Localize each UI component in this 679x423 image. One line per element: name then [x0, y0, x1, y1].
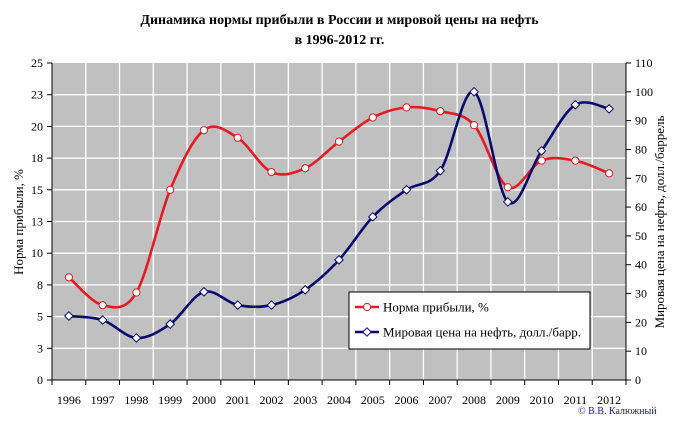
data-point-circle: [132, 288, 141, 297]
data-point-diamond: [131, 333, 142, 343]
data-point-circle: [503, 183, 512, 192]
y-tick-label-left: 5: [37, 310, 43, 324]
y-tick-label-right: 40: [635, 258, 647, 272]
y-tick-label-left: 0: [37, 373, 43, 387]
copyright-text: © В.В. Калюжный: [578, 406, 657, 417]
data-point-circle: [64, 273, 73, 282]
x-tick-label: 1996: [57, 393, 81, 407]
data-point-diamond: [63, 311, 74, 321]
x-tick-label: 1998: [124, 393, 148, 407]
y-tick-label-right: 20: [635, 315, 647, 329]
y-tick-label-left: 3: [37, 341, 43, 355]
data-point-circle: [334, 137, 344, 146]
y-tick-label-right: 50: [635, 229, 647, 243]
legend-item: Норма прибыли, %: [355, 300, 489, 315]
data-point-diamond: [604, 103, 615, 114]
series-oil-price: [63, 86, 615, 343]
data-point-diamond: [97, 315, 108, 325]
series-line: [68, 90, 610, 340]
data-point-circle: [233, 133, 242, 142]
y-tick-label-right: 10: [635, 344, 647, 358]
x-tick-label: 2011: [564, 393, 588, 407]
y-tick-label-left: 23: [31, 88, 43, 102]
axes: 0 3 5 8 10 13 15 18 20 23 25 0 10 20 30 40 50 60 70 80 90 100…: [31, 56, 653, 407]
data-point-circle: [166, 185, 175, 194]
y-tick-label-left: 15: [31, 183, 43, 197]
data-point-diamond: [435, 165, 446, 176]
data-point-circle: [402, 103, 411, 112]
x-tick-label: 2007: [428, 393, 452, 407]
data-series: [63, 86, 615, 343]
data-point-circle: [267, 167, 276, 177]
y-tick-label-right: 80: [635, 142, 647, 156]
data-point-diamond: [300, 284, 311, 295]
series-profit-rate: [64, 103, 614, 310]
data-point-circle: [199, 126, 209, 135]
y-tick-label-right: 70: [635, 171, 647, 185]
gridlines: [52, 63, 626, 380]
y-tick-label-left: 10: [31, 246, 43, 260]
legend: Норма прибыли, % Мировая цена на нефть, д…: [348, 291, 591, 350]
data-point-diamond: [536, 145, 547, 156]
legend-box: [348, 291, 591, 350]
data-point-diamond: [367, 211, 378, 222]
data-point-circle: [301, 164, 310, 173]
y-tick-label-left: 8: [37, 278, 43, 292]
data-point-circle: [469, 121, 479, 130]
y-tick-label-right: 60: [635, 200, 647, 214]
y-tick-label-right: 0: [635, 373, 641, 387]
data-point-diamond: [469, 86, 479, 97]
y-axis-title-right: Мировая цена на нефть, долл./баррель: [652, 115, 667, 328]
y-tick-label-left: 18: [31, 151, 43, 165]
x-tick-label: 2006: [395, 393, 419, 407]
legend-marker-circle: [362, 302, 372, 312]
legend-label: Норма прибыли, %: [383, 300, 489, 315]
data-point-circle: [436, 107, 445, 116]
y-tick-label-left: 20: [31, 119, 43, 133]
data-point-diamond: [266, 300, 277, 310]
chart-title-line-1: Динамика нормы прибыли в России и мирово…: [140, 13, 539, 28]
x-tick-label: 2004: [327, 393, 351, 407]
x-tick-label: 2012: [597, 393, 621, 407]
data-point-circle: [98, 301, 107, 310]
y-tick-label-left: 25: [31, 56, 43, 70]
chart-title-line-2: в 1996-2012 гг.: [294, 33, 385, 48]
data-point-diamond: [401, 184, 412, 195]
legend-item: Мировая цена на нефть, долл./барр.: [355, 325, 581, 340]
x-tick-label: 1999: [158, 393, 182, 407]
data-point-circle: [571, 156, 580, 165]
data-point-diamond: [570, 99, 581, 110]
y-tick-label-right: 30: [635, 287, 647, 301]
x-tick-label: 2008: [462, 393, 486, 407]
x-tick-label: 2009: [496, 393, 520, 407]
data-point-diamond: [199, 286, 209, 297]
data-point-circle: [368, 113, 377, 122]
x-tick-label: 2003: [293, 393, 317, 407]
x-tick-label: 2005: [361, 393, 385, 407]
legend-marker-diamond: [362, 327, 372, 337]
x-tick-label: 2002: [259, 393, 283, 407]
y-tick-label-right: 110: [635, 56, 653, 70]
y-tick-label-left: 13: [31, 215, 43, 229]
data-point-diamond: [165, 319, 176, 329]
x-tick-label: 2000: [192, 393, 216, 407]
data-point-diamond: [334, 254, 344, 265]
legend-label: Мировая цена на нефть, долл./барр.: [383, 325, 581, 340]
y-tick-label-right: 100: [635, 85, 653, 99]
x-tick-label: 1997: [91, 393, 115, 407]
data-point-diamond: [502, 196, 513, 207]
data-point-circle: [537, 156, 546, 165]
x-tick-label: 2010: [530, 393, 554, 407]
y-axis-title-left: Норма прибыли, %: [11, 169, 26, 275]
data-point-diamond: [232, 300, 243, 310]
data-point-circle: [605, 169, 614, 178]
y-tick-label-right: 90: [635, 114, 647, 128]
x-tick-label: 2001: [226, 393, 250, 407]
